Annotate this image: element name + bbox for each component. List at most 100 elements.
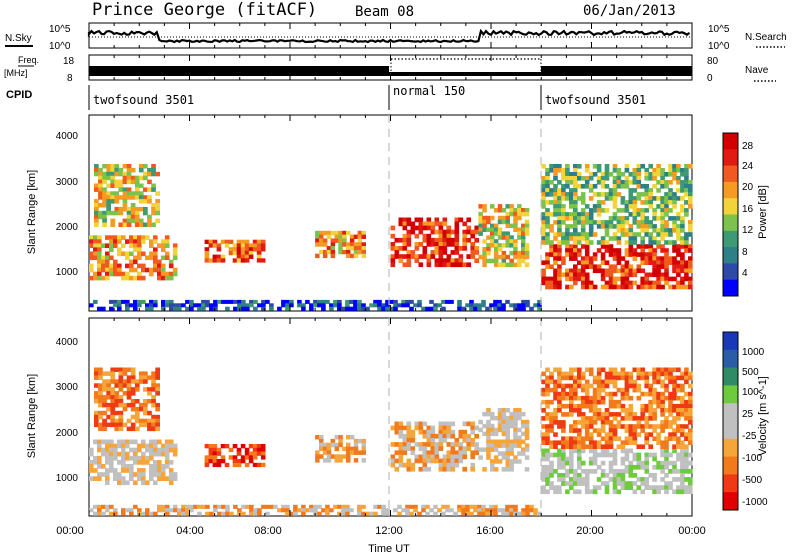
power-heat-cell-6 [557,264,562,269]
vel-heat-cell-7 [636,383,642,389]
power-heat-cell-6 [565,284,570,290]
power-heat-cell-7 [565,168,570,173]
vel-heat-cell-4 [450,421,456,427]
power-heat-cell-1 [151,222,156,227]
power-heat-cell-0 [133,275,138,281]
vel-heat-cell-7 [636,432,642,437]
power-heat-cell-4 [438,225,444,231]
power-heat-cell-6 [569,256,574,261]
vel-heat-cell-7 [652,424,657,429]
power-heat-cell-0 [133,239,138,244]
power-heat-cell-6 [549,244,554,249]
power-heat-cell-7 [561,236,566,241]
power-heat-cell-0 [141,275,146,281]
power-heat-cell-6 [624,268,630,274]
vel-heat-cell-7 [620,444,626,449]
vel-heat-cell-7 [541,371,546,377]
power-heat-cell-4 [470,254,475,259]
power-heat-cell-5 [497,219,503,225]
vel-heat-cell-7 [676,440,681,445]
power-heat-cell-6 [557,248,562,253]
power-heat-cell-1 [155,203,160,208]
vel-heat-cell-3 [326,454,332,459]
power-heat-cell-8 [421,306,426,311]
power-heat-cell-6 [616,268,622,274]
power-heat-cell-0 [164,239,170,244]
vel-heat-cell-1 [147,375,152,380]
power-heat-cell-8 [289,303,294,308]
power-heat-cell-7 [580,220,586,225]
power-heat-cell-3 [338,249,343,255]
vel-heat-cell-8 [485,511,490,516]
power-heat-cell-1 [122,191,128,196]
power-heat-cell-1 [110,199,116,204]
vel-heat-cell-6 [588,448,594,454]
vel-heat-cell-6 [577,460,582,466]
power-heat-cell-7 [624,204,630,209]
power-heat-cell-6 [604,244,610,249]
vel-heat-cell-8 [93,504,98,509]
power-heat-cell-6 [604,268,610,274]
power-heat-cell-8 [473,303,478,308]
vel-heat-cell-4 [450,433,456,439]
power-heat-cell-7 [672,204,677,209]
vel-heat-cell-6 [612,481,618,486]
power-heat-cell-7 [604,232,610,237]
vel-heat-cell-6 [557,473,562,478]
power-heat-cell-4 [462,242,467,247]
power-heat-cell-4 [454,225,460,231]
power-heat-cell-3 [330,242,336,247]
power-heat-cell-6 [684,276,689,282]
power-heat-cell-4 [434,250,440,255]
power-heat-cell-5 [513,215,518,221]
vel-heat-cell-6 [680,481,685,486]
vel-heat-cell-2 [240,459,246,464]
vel-heat-cell-6 [620,448,626,454]
vel-heat-cell-8 [129,511,134,516]
power-heat-cell-8 [233,299,238,304]
vel-heat-cell-6 [608,460,614,466]
power-heat-cell-0 [105,243,110,248]
power-heat-cell-8 [401,303,406,308]
vel-heat-cell-5 [509,411,514,417]
vel-heat-cell-8 [93,511,98,516]
vel-heat-cell-8 [365,511,370,516]
vel-heat-cell-0 [117,460,122,465]
vel-heat-cell-1 [155,402,160,408]
vel-heat-cell-7 [569,412,574,417]
vel-heat-cell-1 [143,371,148,376]
vel-heat-cell-7 [541,432,546,437]
vel-heat-cell-0 [133,451,138,457]
vel-heat-cell-0 [113,472,118,477]
vel-heat-cell-7 [660,391,665,397]
vel-heat-cell-1 [130,406,136,412]
vel-heat-cell-8 [381,511,386,516]
power-heat-cell-5 [513,211,518,217]
vel-heat-cell-4 [410,433,416,439]
vel-heat-cell-5 [505,408,510,413]
power-heat-cell-4 [454,237,460,243]
vel-heat-cell-7 [569,403,574,409]
vel-heat-cell-8 [429,508,434,513]
power-heat-cell-6 [569,252,574,257]
power-heat-cell-6 [553,248,558,253]
power-heat-cell-7 [664,240,669,245]
power-heat-cell-5 [513,247,518,252]
power-heat-cell-7 [592,208,598,213]
power-heat-cell-4 [442,262,448,268]
power-heat-cell-7 [668,168,673,173]
power-heat-cell-7 [680,188,685,193]
vel-heat-cell-6 [549,481,554,486]
vel-heat-cell-7 [668,371,673,377]
vel-heat-cell-1 [138,406,144,412]
vel-heat-cell-0 [117,439,122,445]
vel-heat-cell-1 [126,395,132,400]
power-heat-cell-7 [676,196,681,201]
vel-heat-cell-6 [648,473,653,478]
vel-heat-cell-6 [561,473,566,478]
power-heat-cell-4 [394,237,400,243]
vel-heat-cell-1 [130,426,136,432]
vel-heat-cell-6 [557,452,562,458]
vel-heat-cell-0 [121,455,126,461]
vel-heat-cell-7 [660,379,665,385]
